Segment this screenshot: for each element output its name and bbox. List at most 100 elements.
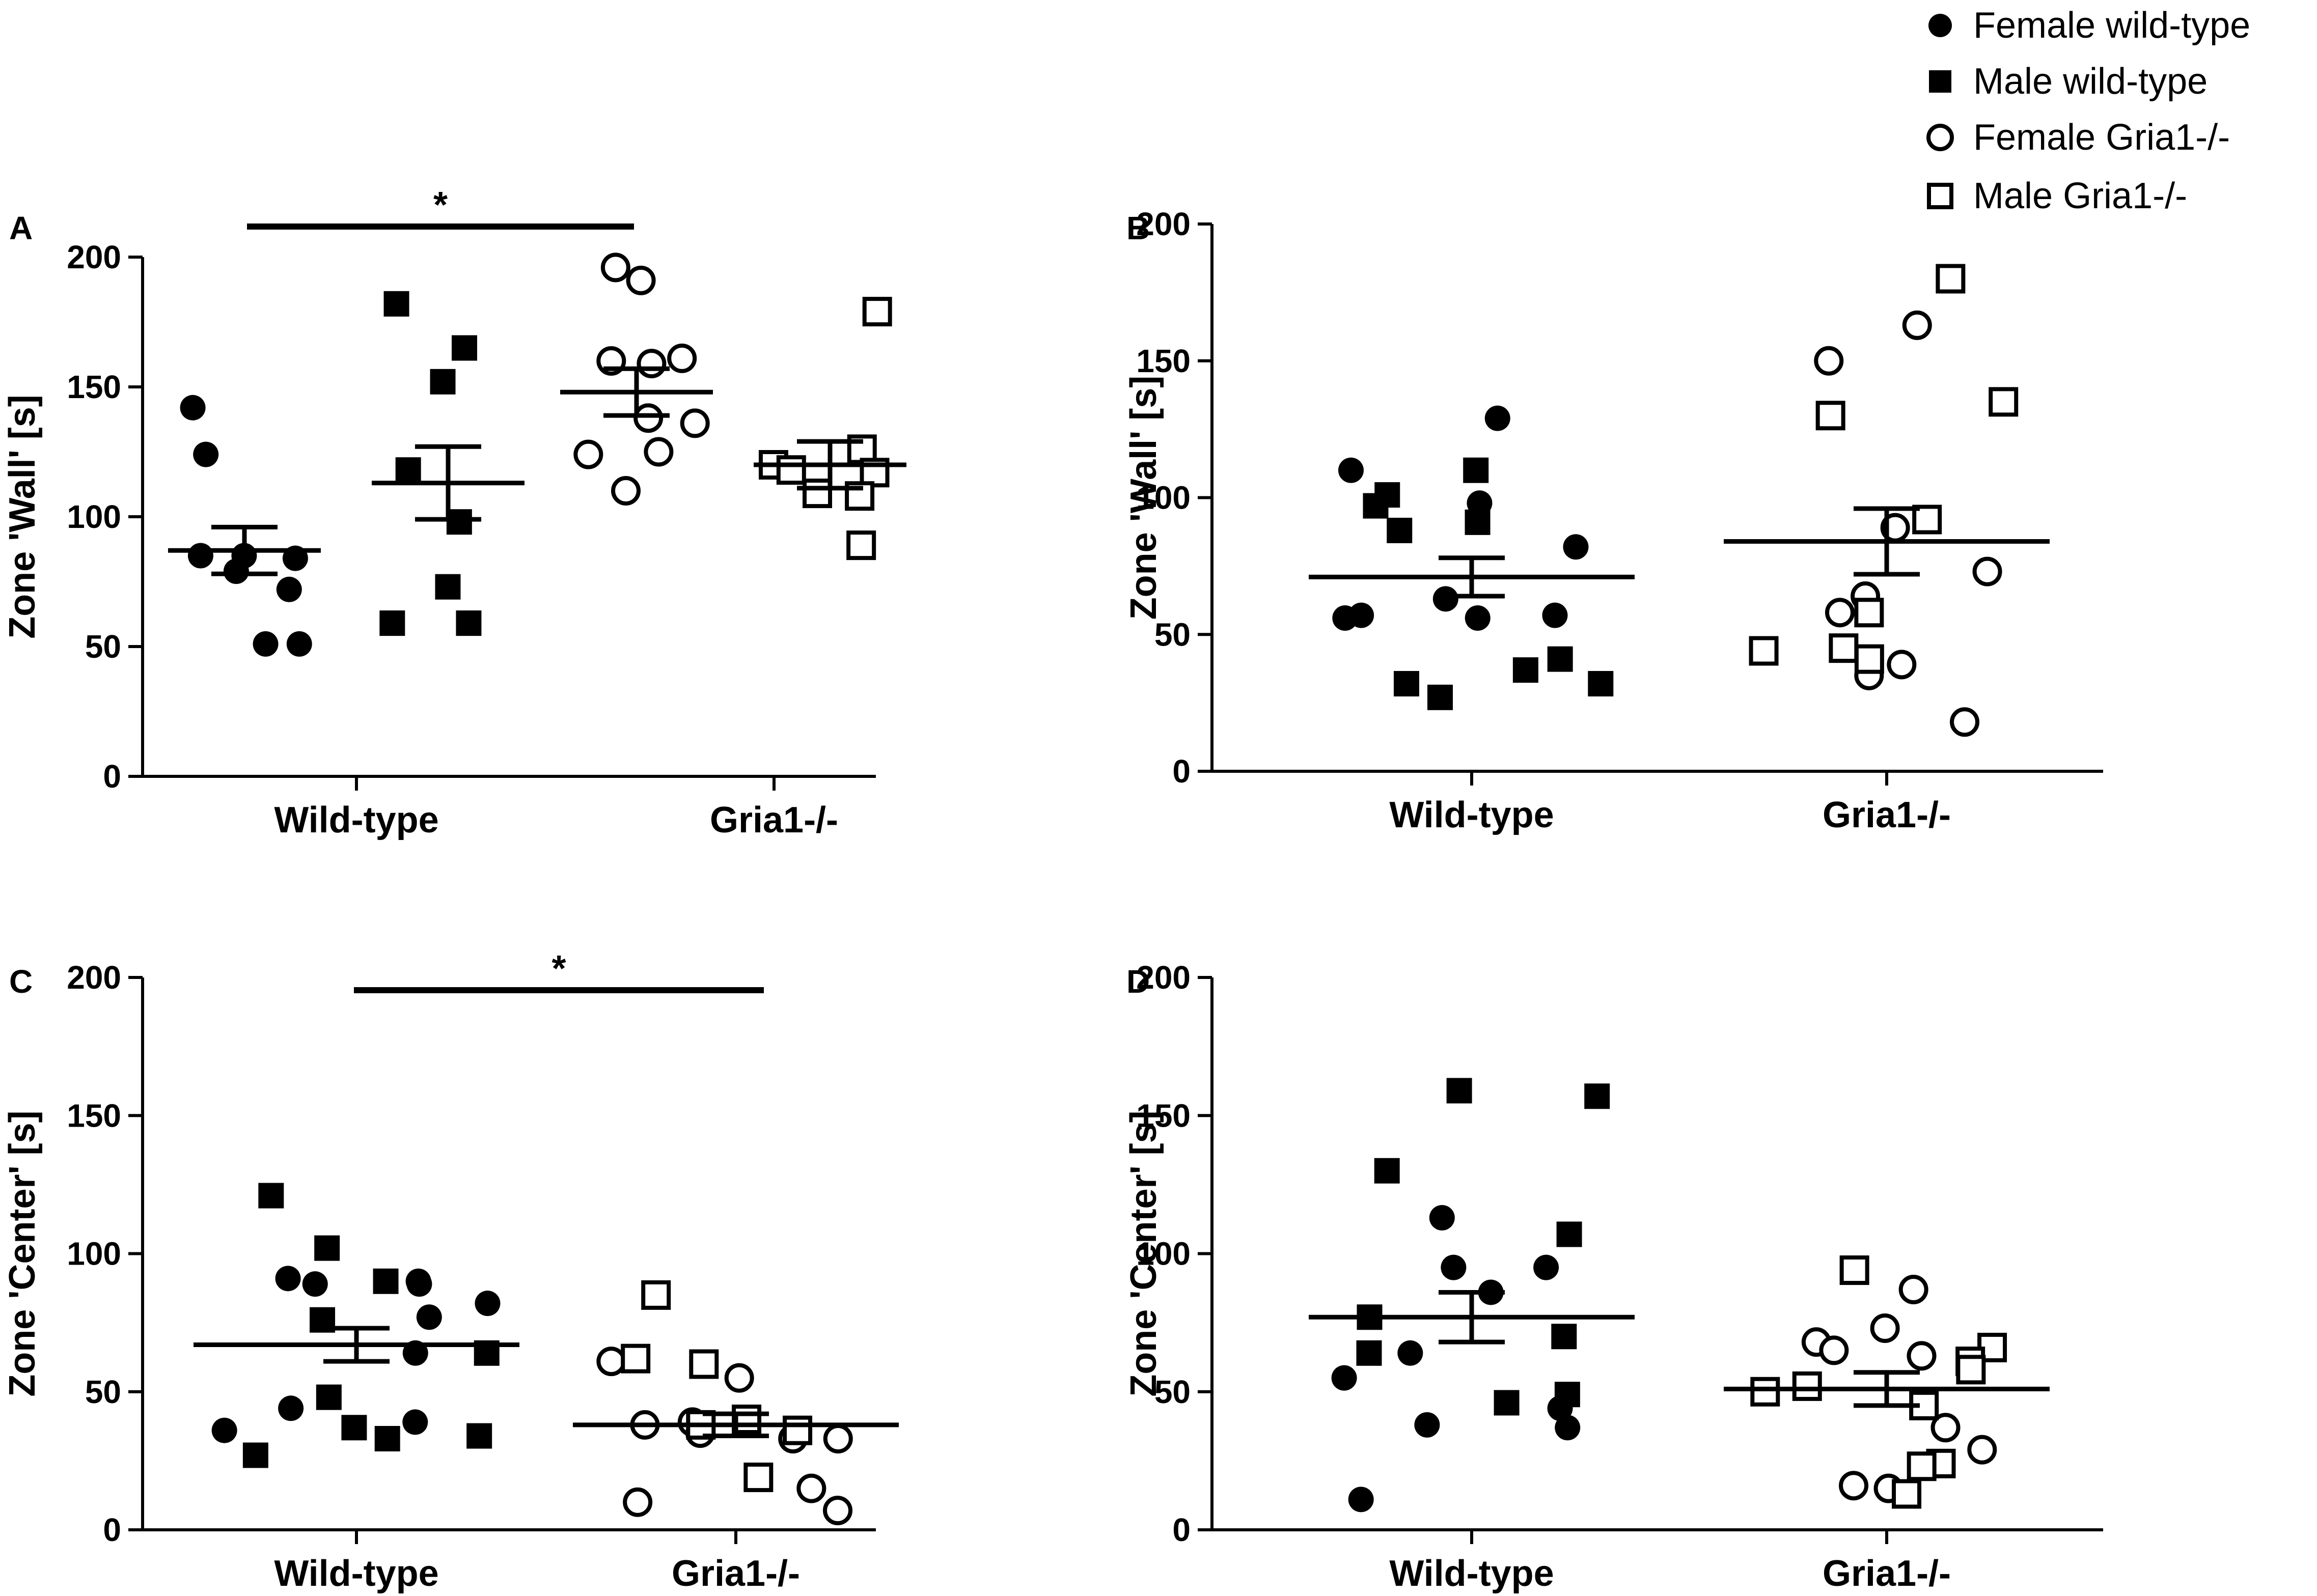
point-C-Wildtype-female-2 — [406, 1271, 432, 1297]
point-D-Gria1-female-5 — [1930, 1413, 1961, 1443]
point-A-Gria1-female-1 — [626, 265, 656, 295]
point-B-Wildtype-female-7 — [1465, 605, 1491, 631]
point-D-Wildtype-female-1 — [1441, 1254, 1467, 1280]
panel-C: C 0 50 100 150 200 Zone 'Center' [s] Wild-type G… — [2, 948, 899, 1594]
point-B-Wildtype-female-4 — [1432, 586, 1458, 612]
point-D-Gria1-male-0 — [1839, 1255, 1869, 1285]
point-B-Wildtype-male-8 — [1393, 671, 1419, 696]
point-B-Wildtype-male-3 — [1465, 509, 1491, 535]
y-tick-label-A-0: 0 — [103, 758, 121, 795]
point-C-Gria1-male-6 — [743, 1462, 774, 1492]
y-tick-label-D-0: 0 — [1172, 1511, 1191, 1548]
point-D-Wildtype-male-6 — [1356, 1340, 1382, 1366]
point-C-Gria1-female-7 — [796, 1473, 826, 1503]
x-tick-label-C-1: Gria1-/- — [672, 1553, 800, 1594]
point-B-Gria1-male-6 — [1749, 636, 1779, 666]
point-B-Wildtype-female-3 — [1563, 534, 1589, 560]
y-tick-label-C-200: 200 — [67, 959, 121, 996]
panel-A: A 0 50 100 150 200 Zone 'Wall' [s] Wild-type Gri… — [2, 185, 906, 841]
point-D-Wildtype-male-3 — [1556, 1221, 1582, 1247]
point-B-Gria1-female-3 — [1972, 556, 2002, 586]
point-D-Gria1-male-5 — [1750, 1377, 1780, 1407]
legend-marker-male-ko — [1927, 183, 1953, 209]
point-C-Wildtype-male-1 — [314, 1235, 340, 1261]
point-D-Gria1-male-4 — [1792, 1371, 1822, 1401]
point-D-Gria1-male-8 — [1907, 1451, 1937, 1481]
y-tick-label-C-150: 150 — [67, 1097, 121, 1134]
point-D-Wildtype-female-0 — [1429, 1205, 1455, 1230]
panel-letter-A: A — [9, 210, 33, 246]
point-B-Gria1-male-7 — [1854, 644, 1884, 674]
x-tick-label-B-0: Wild-type — [1389, 795, 1554, 835]
point-B-Wildtype-female-0 — [1484, 405, 1510, 431]
point-B-Wildtype-male-2 — [1363, 493, 1389, 519]
y-tick-label-D-150: 150 — [1136, 1097, 1191, 1134]
point-A-Gria1-female-9 — [611, 476, 641, 506]
point-A-Wildtype-female-7 — [286, 631, 312, 657]
x-tick-label-D-1: Gria1-/- — [1823, 1553, 1951, 1594]
legend-label-female-ko: Female Gria1-/- — [1973, 117, 2230, 158]
significance-label-C-0: * — [551, 948, 566, 989]
legend-marker-female-ko — [1926, 124, 1954, 151]
point-C-Wildtype-male-2 — [373, 1268, 399, 1294]
y-axis-label-B: Zone 'Wall' [s] — [1123, 376, 1164, 620]
significance-label-A-0: * — [433, 185, 448, 226]
y-tick-label-C-100: 100 — [67, 1236, 121, 1272]
point-B-Wildtype-female-1 — [1338, 457, 1364, 483]
point-D-Gria1-female-0 — [1898, 1275, 1928, 1305]
point-A-Wildtype-female-8 — [253, 631, 279, 657]
point-D-Gria1-female-1 — [1870, 1313, 1900, 1343]
point-A-Gria1-female-7 — [644, 437, 674, 467]
panel-D: D 0 50 100 150 200 Zone 'Center' [s] Wild-type G… — [1123, 959, 2103, 1594]
legend-label-male-wt: Male wild-type — [1973, 61, 2208, 102]
point-C-Gria1-male-0 — [641, 1280, 671, 1310]
point-C-Gria1-female-0 — [596, 1347, 626, 1377]
point-A-Gria1-male-3 — [776, 455, 806, 485]
point-B-Gria1-female-5 — [1825, 598, 1855, 628]
point-A-Wildtype-male-0 — [383, 291, 409, 317]
point-C-Wildtype-male-7 — [466, 1423, 492, 1449]
point-C-Gria1-female-8 — [623, 1487, 653, 1517]
y-axis-label-C: Zone 'Center' [s] — [2, 1110, 43, 1396]
y-tick-label-A-50: 50 — [85, 628, 121, 665]
panel-letter-B: B — [1126, 210, 1150, 246]
point-A-Gria1-female-0 — [600, 253, 630, 283]
y-tick-label-A-150: 150 — [67, 369, 121, 405]
point-C-Gria1-female-6 — [823, 1423, 853, 1453]
panel-B: B 0 50 100 150 200 Zone 'Wall' [s] Wild-type Gri… — [1123, 206, 2103, 835]
point-D-Wildtype-female-4 — [1397, 1340, 1423, 1366]
point-C-Wildtype-female-9 — [211, 1417, 237, 1443]
point-D-Gria1-male-9 — [1892, 1479, 1922, 1509]
y-tick-label-A-200: 200 — [67, 239, 121, 275]
point-B-Wildtype-male-0 — [1463, 457, 1489, 483]
point-D-Wildtype-male-2 — [1374, 1158, 1400, 1184]
y-tick-label-C-0: 0 — [103, 1511, 121, 1548]
point-B-Wildtype-female-8 — [1332, 605, 1358, 631]
point-D-Wildtype-male-1 — [1584, 1083, 1610, 1109]
x-tick-label-A-0: Wild-type — [274, 800, 438, 841]
point-A-Gria1-female-2 — [667, 343, 697, 373]
point-A-Gria1-male-0 — [862, 297, 892, 327]
legend-label-female-wt: Female wild-type — [1973, 5, 2250, 46]
point-D-Wildtype-female-5 — [1331, 1365, 1357, 1391]
x-tick-label-B-1: Gria1-/- — [1823, 795, 1951, 835]
point-B-Wildtype-female-2 — [1467, 490, 1493, 516]
point-A-Gria1-male-5 — [803, 479, 833, 509]
y-tick-label-D-50: 50 — [1154, 1374, 1191, 1410]
point-B-Wildtype-male-7 — [1588, 671, 1614, 696]
point-B-Wildtype-male-6 — [1512, 657, 1538, 683]
point-C-Gria1-male-2 — [621, 1343, 651, 1374]
point-D-Gria1-female-4 — [1907, 1341, 1937, 1371]
point-B-Wildtype-female-5 — [1542, 602, 1568, 628]
point-B-Wildtype-male-5 — [1547, 646, 1573, 672]
point-C-Wildtype-female-3 — [302, 1271, 328, 1297]
point-B-Gria1-female-0 — [1902, 310, 1932, 340]
y-tick-label-B-150: 150 — [1136, 343, 1191, 379]
point-A-Gria1-female-6 — [680, 408, 710, 438]
point-A-Gria1-female-5 — [633, 403, 664, 433]
y-axis-label-D: Zone 'Center' [s] — [1123, 1110, 1164, 1396]
point-C-Gria1-female-1 — [724, 1363, 754, 1393]
point-A-Wildtype-female-6 — [276, 576, 302, 602]
point-A-Wildtype-female-2 — [187, 543, 213, 569]
